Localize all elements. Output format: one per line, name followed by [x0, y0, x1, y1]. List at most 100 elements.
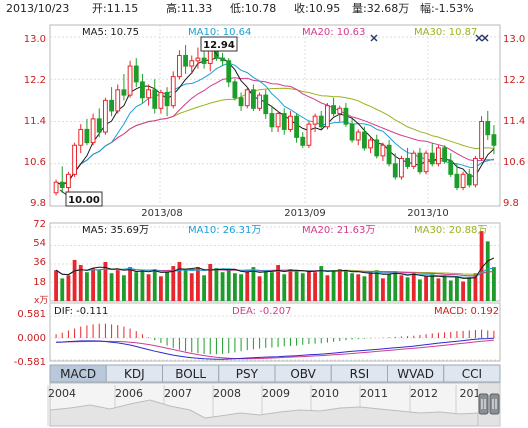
volume-bar [152, 269, 157, 301]
tab-label[interactable]: BOLL [175, 367, 206, 381]
tab-background[interactable] [443, 364, 501, 383]
candle [380, 142, 386, 162]
tab-label[interactable]: KDJ [124, 367, 145, 381]
volume-bar [54, 270, 58, 301]
volume-bar [109, 273, 114, 301]
volume-bar [103, 261, 108, 301]
tab-label[interactable]: PSY [236, 367, 259, 381]
timeline-right-handle[interactable] [489, 393, 500, 415]
candle-body [183, 54, 188, 67]
candle-body [399, 157, 404, 178]
tab-label[interactable]: OBV [290, 367, 316, 381]
candle-body [140, 81, 145, 99]
macd-tick: 0.581 [17, 309, 46, 320]
header-close: 收:10.95 [294, 1, 340, 15]
volume-bar [196, 267, 200, 301]
marker-x-icon [370, 34, 378, 42]
volume-bar [91, 268, 95, 301]
candle-body [392, 163, 398, 178]
volume-bar [171, 266, 176, 301]
volume-tick: 72 [33, 219, 46, 230]
volume-bar [220, 272, 225, 301]
candle-body [485, 121, 491, 136]
candle [485, 110, 491, 140]
tab-obv[interactable]: OBV [274, 364, 332, 383]
candle-body [386, 144, 392, 165]
volume-bar [183, 270, 188, 301]
macd-axis: 0.581 0.000 -0.581 [14, 309, 46, 368]
price-ma5-label: MA5: 10.75 [82, 27, 139, 38]
volume-bar [177, 261, 182, 301]
ma20-line [55, 77, 494, 186]
candle-body [275, 113, 281, 128]
candle [133, 58, 139, 88]
candle-body [436, 147, 441, 165]
candle-body [257, 94, 262, 109]
tab-wvad[interactable]: WVAD [387, 364, 445, 383]
volume-bar [146, 274, 151, 301]
candle [220, 52, 225, 67]
volume-bar [405, 277, 410, 301]
candle-body [127, 65, 133, 96]
tab-psy[interactable]: PSY [218, 364, 276, 383]
candle [429, 142, 435, 167]
volume-bar [344, 270, 348, 301]
header-high: 高:11.33 [166, 1, 212, 15]
candle [318, 110, 324, 130]
candle-body [374, 139, 380, 157]
candle-body [232, 81, 238, 99]
volume-bar [97, 270, 102, 301]
volume-bar [337, 269, 342, 301]
candle-body [72, 144, 77, 175]
candle-body [423, 152, 429, 173]
price-right-tick: 9.8 [503, 198, 519, 209]
tab-label[interactable]: CCI [462, 367, 482, 381]
max-callout: 12.94 [203, 40, 235, 51]
candle-body [312, 115, 318, 125]
volume-axis: 72 54 36 18 [33, 219, 46, 288]
timeline-year: 201 [460, 387, 481, 400]
volume-bar [455, 276, 459, 301]
candle-body [405, 157, 410, 167]
candle [466, 169, 472, 188]
volume-bar [300, 273, 305, 301]
candle-body [59, 181, 65, 189]
vol-ma30-label: MA30: 20.88万 [414, 225, 487, 236]
candle [195, 47, 201, 69]
price-left-tick: 11.4 [24, 116, 46, 127]
candle [251, 84, 256, 111]
volume-bar [356, 274, 361, 301]
timeline-left-handle[interactable] [478, 393, 489, 415]
tab-label[interactable]: WVAD [397, 367, 434, 381]
candle-body [454, 173, 460, 189]
macd-panel [49, 302, 501, 362]
volume-bar [122, 275, 126, 301]
volume-bar [418, 279, 422, 301]
tab-macd[interactable]: MACD [49, 364, 107, 383]
candle-body [466, 173, 472, 186]
candle [164, 87, 170, 117]
candle-body [90, 118, 96, 144]
candle [491, 125, 497, 155]
candle-body [281, 113, 287, 130]
volume-bar [140, 270, 145, 301]
tab-rsi[interactable]: RSI [330, 364, 388, 383]
volume-bar [276, 265, 280, 301]
volume-bar [294, 271, 299, 301]
candle-body [238, 97, 244, 107]
volume-unit: x万 [34, 296, 48, 306]
candle-body [263, 94, 269, 115]
volume-bar [85, 272, 89, 301]
candle [238, 92, 244, 111]
candle-body [429, 152, 435, 165]
candle-body [380, 144, 386, 157]
volume-bar [325, 275, 330, 301]
timeline-year: 2011 [360, 387, 388, 400]
tab-label[interactable]: MACD [60, 367, 96, 381]
tab-boll[interactable]: BOLL [162, 364, 220, 383]
tab-kdj[interactable]: KDJ [105, 364, 163, 383]
tab-cci[interactable]: CCI [443, 364, 501, 383]
candle-body [355, 131, 361, 141]
tab-label[interactable]: RSI [350, 367, 370, 381]
candle [411, 150, 417, 170]
